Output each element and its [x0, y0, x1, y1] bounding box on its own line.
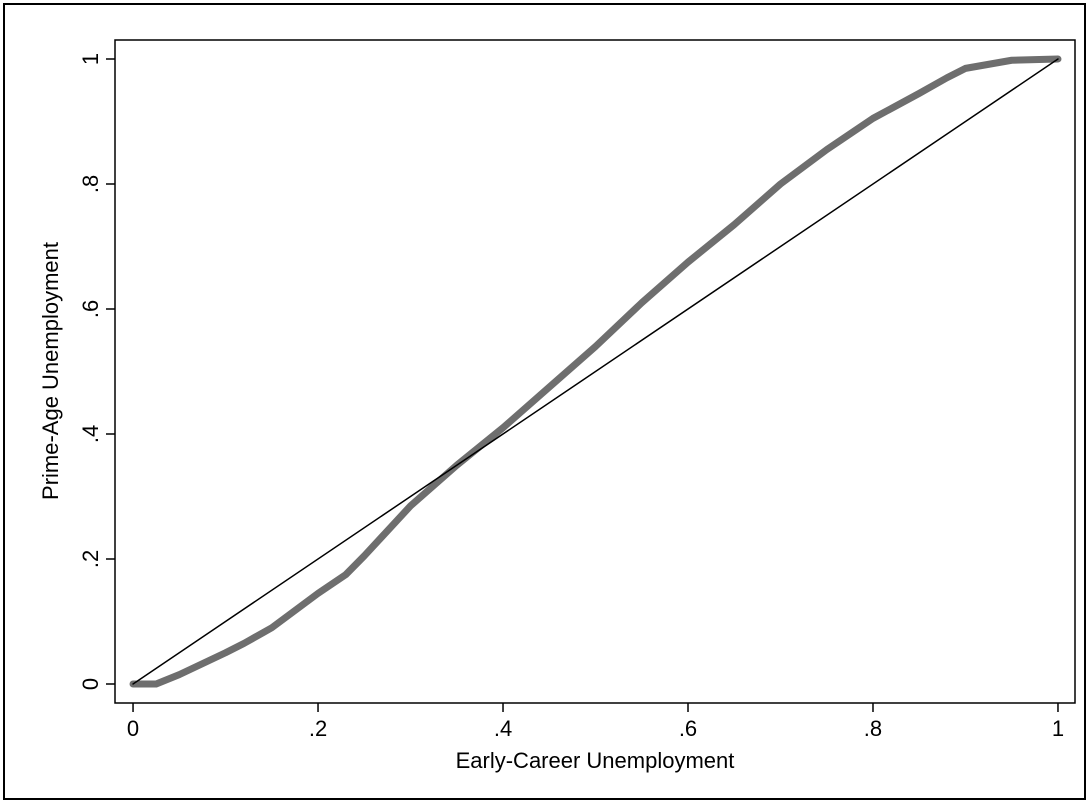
y-tick-label: .8 — [78, 175, 103, 193]
x-tick-label: .8 — [864, 716, 882, 741]
x-tick-label: .4 — [494, 716, 512, 741]
y-tick-label: .2 — [78, 550, 103, 568]
y-tick-label: .6 — [78, 300, 103, 318]
series-line — [129, 55, 1062, 688]
y-axis-label: Prime-Age Unemployment — [38, 242, 63, 500]
y-tick-label: 0 — [78, 678, 103, 690]
x-tick-label: .2 — [309, 716, 327, 741]
x-axis-label: Early-Career Unemployment — [456, 748, 735, 773]
x-tick-label: 0 — [127, 716, 139, 741]
x-tick-label: 1 — [1052, 716, 1064, 741]
series-line — [132, 58, 1059, 685]
x-tick-label: .6 — [679, 716, 697, 741]
y-tick-label: .4 — [78, 425, 103, 443]
y-tick-label: 1 — [78, 53, 103, 65]
